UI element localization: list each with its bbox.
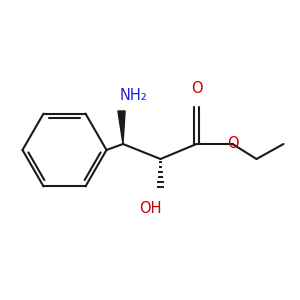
Text: OH: OH bbox=[139, 201, 161, 216]
Polygon shape bbox=[118, 111, 125, 144]
Text: O: O bbox=[191, 81, 202, 96]
Text: O: O bbox=[227, 136, 238, 152]
Text: NH₂: NH₂ bbox=[120, 88, 147, 104]
